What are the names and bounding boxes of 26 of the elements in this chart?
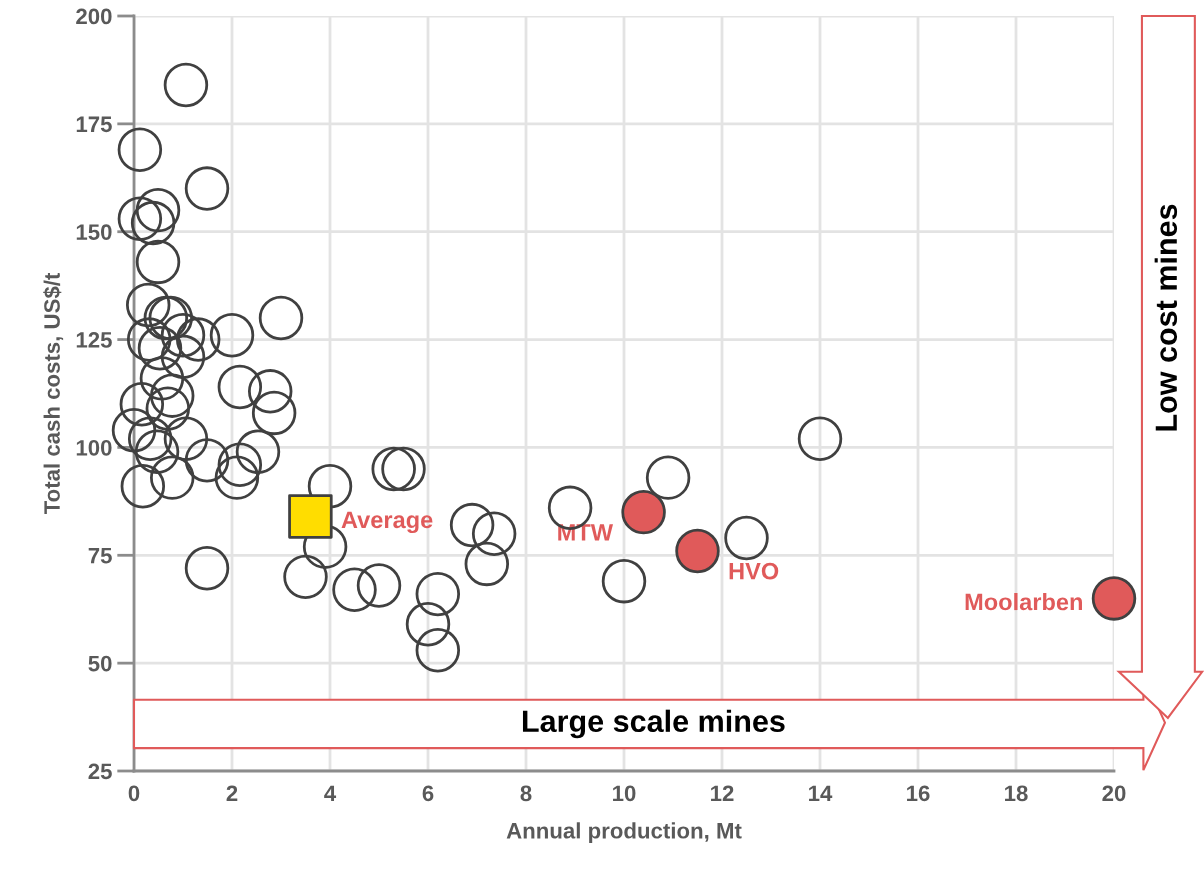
x-tick-label: 6 <box>422 785 434 802</box>
x-tick-label: 18 <box>1005 785 1028 802</box>
x-tick-label: 20 <box>1102 785 1126 802</box>
annotation: Large scale mines <box>522 709 785 739</box>
annotation: HVO <box>729 562 779 580</box>
x-tick-label: 12 <box>711 785 734 801</box>
y-axis-title: Total cash costs, US$/t <box>43 272 64 515</box>
x-tick-label: 10 <box>613 785 636 802</box>
x-axis-title: Annual production, Mt <box>506 822 742 843</box>
y-tick-label: 75 <box>88 548 112 564</box>
y-tick-label: 100 <box>76 439 112 456</box>
y-tick-label: 25 <box>88 763 112 780</box>
annotation: Moolarben <box>965 592 1082 611</box>
y-tick-label: 125 <box>76 332 112 348</box>
annotation: Average <box>341 511 433 534</box>
y-tick-label: 175 <box>76 116 112 133</box>
text: Low cost mines <box>1154 204 1178 431</box>
x-tick-label: 14 <box>809 785 833 801</box>
x-tick-label: 2 <box>226 785 238 801</box>
x-tick-label: 16 <box>907 785 930 802</box>
x-tick-label: 8 <box>520 785 532 802</box>
x-tick-label: 0 <box>128 785 140 802</box>
y-tick-label: 50 <box>88 655 112 672</box>
y-tick-label: 200 <box>76 8 112 25</box>
y-tick-label: 150 <box>76 224 112 240</box>
x-tick-label: 4 <box>324 785 337 801</box>
